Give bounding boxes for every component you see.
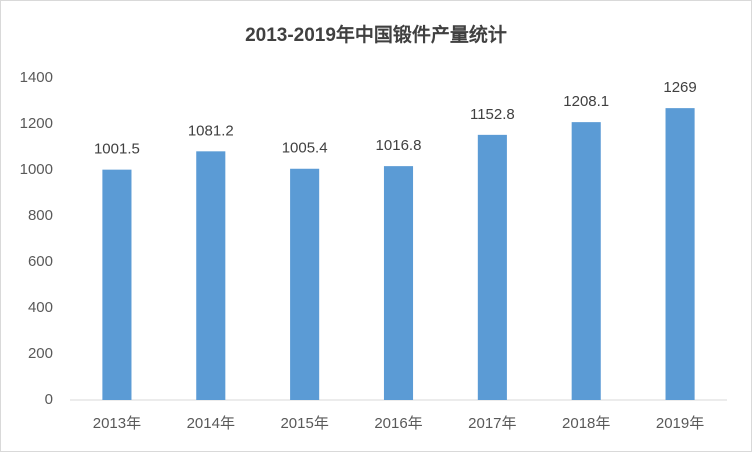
- data-label: 1081.2: [188, 122, 234, 139]
- bar: [665, 108, 695, 400]
- x-tick-label: 2015年: [280, 415, 328, 432]
- bar: [102, 169, 132, 400]
- y-tick-label: 200: [28, 345, 53, 362]
- x-tick-label: 2014年: [187, 415, 235, 432]
- data-label: 1152.8: [470, 106, 515, 123]
- bar: [571, 122, 601, 401]
- y-tick-label: 600: [28, 253, 53, 270]
- bar: [290, 168, 320, 400]
- bar: [383, 166, 414, 400]
- data-label: 1005.4: [282, 140, 328, 157]
- bar: [477, 134, 507, 400]
- data-label: 1016.8: [376, 137, 422, 154]
- bar: [196, 151, 226, 400]
- x-tick-label: 2016年: [374, 415, 422, 432]
- chart-title: 2013-2019年中国锻件产量统计: [245, 23, 507, 46]
- y-tick-label: 0: [45, 391, 53, 408]
- y-tick-label: 1200: [20, 115, 53, 132]
- x-tick-label: 2013年: [93, 415, 141, 432]
- x-tick-label: 2017年: [468, 415, 516, 432]
- y-tick-label: 1400: [20, 69, 53, 86]
- y-tick-label: 800: [28, 207, 53, 224]
- data-label: 1208.1: [563, 93, 609, 110]
- x-tick-label: 2018年: [562, 415, 610, 432]
- data-label: 1269: [663, 79, 696, 96]
- y-tick-label: 400: [28, 299, 53, 316]
- y-tick-label: 1000: [20, 161, 53, 178]
- x-tick-label: 2019年: [656, 415, 704, 432]
- data-label: 1001.5: [94, 141, 140, 158]
